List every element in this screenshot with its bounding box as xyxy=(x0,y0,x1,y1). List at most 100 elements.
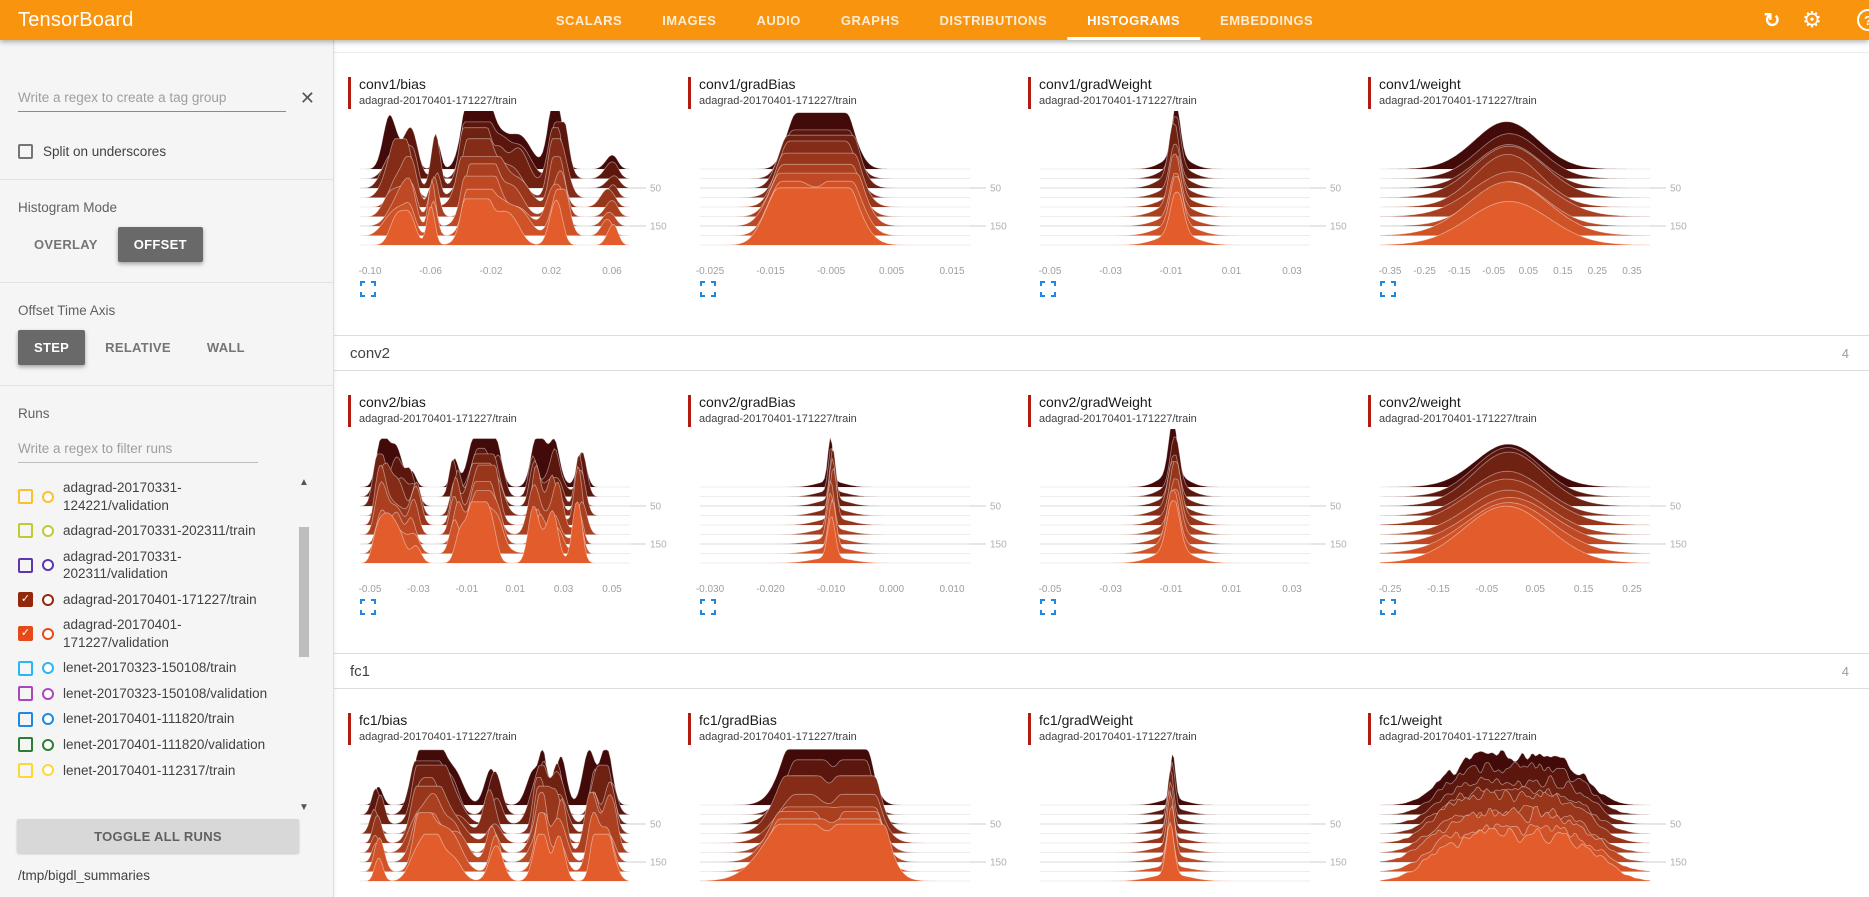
offset-button[interactable]: OFFSET xyxy=(117,227,203,262)
expand-icon[interactable] xyxy=(700,281,1018,299)
runs-filter-input[interactable] xyxy=(18,435,258,463)
svg-text:50: 50 xyxy=(650,820,662,831)
run-checkbox[interactable] xyxy=(18,557,33,573)
svg-text:0.35: 0.35 xyxy=(1622,266,1642,277)
run-item[interactable]: adagrad-20170331-202311/validation xyxy=(18,544,287,587)
svg-text:150: 150 xyxy=(1330,222,1347,233)
run-checkbox[interactable]: ✓ xyxy=(18,592,33,607)
svg-text:-0.03: -0.03 xyxy=(1099,266,1122,277)
run-color-circle[interactable] xyxy=(42,764,54,777)
run-checkbox[interactable]: ✓ xyxy=(18,626,33,642)
svg-text:-0.010: -0.010 xyxy=(817,584,846,595)
run-checkbox[interactable] xyxy=(18,660,33,676)
tab-embeddings[interactable]: EMBEDDINGS xyxy=(1220,12,1314,28)
histogram-chart[interactable]: 50 150 xyxy=(688,747,1018,897)
histogram-chart[interactable]: 50 150 -0.10 -0.06 -0.02 0.02 0.06 xyxy=(348,111,678,279)
relative-button[interactable]: RELATIVE xyxy=(89,330,187,365)
section-header[interactable]: conv2 4 xyxy=(334,335,1869,371)
toggle-all-runs-button[interactable]: TOGGLE ALL RUNS xyxy=(17,819,299,853)
histogram-chart[interactable]: 50 150 xyxy=(1368,747,1698,897)
tab-graphs[interactable]: GRAPHS xyxy=(840,12,900,28)
run-color-circle[interactable] xyxy=(42,713,54,726)
scroll-thumb[interactable] xyxy=(299,527,309,657)
histogram-chart[interactable]: 50 150 -0.030 -0.020 -0.010 0.000 0.010 xyxy=(688,429,1018,597)
histogram-card: fc1/weight adagrad-20170401-171227/train 5… xyxy=(1368,711,1698,897)
tag-filter-input[interactable] xyxy=(18,84,286,112)
wall-button[interactable]: WALL xyxy=(191,330,261,365)
histogram-chart[interactable]: 50 150 -0.05 -0.03 -0.01 0.01 0.03 xyxy=(1028,429,1358,597)
run-color-circle[interactable] xyxy=(42,559,54,572)
run-item[interactable]: ✓ adagrad-20170401-171227/train xyxy=(18,587,287,613)
overlay-button[interactable]: OVERLAY xyxy=(18,227,114,262)
run-item[interactable]: lenet-20170323-150108/train xyxy=(18,655,287,681)
runs-scrollbar[interactable]: ▲ ▼ xyxy=(297,475,311,815)
step-button[interactable]: STEP xyxy=(18,330,86,365)
svg-text:-0.05: -0.05 xyxy=(1475,584,1498,595)
tab-audio[interactable]: AUDIO xyxy=(756,12,801,28)
expand-icon[interactable] xyxy=(1040,281,1358,299)
histogram-chart[interactable]: 50 150 -0.25 -0.15 -0.05 0.05 0.15 0.25 xyxy=(1368,429,1698,597)
run-item[interactable]: lenet-20170401-111820/validation xyxy=(18,732,287,758)
expand-icon[interactable] xyxy=(1040,599,1358,617)
run-checkbox[interactable] xyxy=(18,711,33,727)
run-item[interactable]: lenet-20170401-111820/train xyxy=(18,706,287,732)
run-color-circle[interactable] xyxy=(42,687,54,700)
card-title: fc1/gradWeight xyxy=(1039,712,1133,728)
run-color-circle[interactable] xyxy=(42,627,54,640)
expand-icon[interactable] xyxy=(700,599,1018,617)
run-item[interactable]: adagrad-20170331-124221/validation xyxy=(18,475,287,518)
run-item[interactable]: ✓ adagrad-20170401-171227/validation xyxy=(18,612,287,655)
run-color-circle[interactable] xyxy=(42,490,54,503)
run-color-circle[interactable] xyxy=(42,593,54,606)
histogram-chart[interactable]: 50 150 -0.35 -0.25 -0.15 -0.05 0.05 0.15 0.25 0.3… xyxy=(1368,111,1698,279)
histogram-card: fc1/bias adagrad-20170401-171227/train 50 1… xyxy=(348,711,678,897)
run-color-bar xyxy=(1368,395,1371,427)
histogram-chart[interactable]: 50 150 -0.025 -0.015 -0.005 0.005 0.015 xyxy=(688,111,1018,279)
svg-text:0.01: 0.01 xyxy=(1222,584,1242,595)
expand-icon[interactable] xyxy=(1380,599,1698,617)
run-checkbox[interactable] xyxy=(18,489,33,505)
scroll-up-icon[interactable]: ▲ xyxy=(299,477,309,488)
section-name: conv2 xyxy=(350,344,391,362)
svg-text:150: 150 xyxy=(990,858,1007,869)
run-checkbox[interactable] xyxy=(18,686,33,702)
run-item[interactable]: lenet-20170323-150108/validation xyxy=(18,681,287,707)
settings-icon[interactable]: ⚙ xyxy=(1802,7,1822,32)
run-item[interactable]: lenet-20170401-112317/train xyxy=(18,758,287,784)
card-title: conv2/gradWeight xyxy=(1039,394,1152,410)
split-underscores-option[interactable]: Split on underscores xyxy=(18,144,315,159)
run-label: adagrad-20170401-171227/validation xyxy=(63,617,182,650)
section-header[interactable]: fc1 4 xyxy=(334,653,1869,689)
help-icon[interactable]: ? xyxy=(1835,3,1869,37)
scroll-down-icon[interactable]: ▼ xyxy=(299,802,309,813)
refresh-icon[interactable]: ↻ xyxy=(1763,9,1781,32)
histogram-chart[interactable]: 50 150 xyxy=(348,747,678,897)
svg-text:-0.15: -0.15 xyxy=(1427,584,1450,595)
expand-icon[interactable] xyxy=(1380,281,1698,299)
svg-text:-0.15: -0.15 xyxy=(1448,266,1471,277)
run-color-bar xyxy=(1368,77,1371,109)
card-title: fc1/bias xyxy=(359,712,408,728)
tab-images[interactable]: IMAGES xyxy=(662,12,717,28)
expand-icon[interactable] xyxy=(360,599,678,617)
histogram-chart[interactable]: 50 150 -0.05 -0.03 -0.01 0.01 0.03 0.05 xyxy=(348,429,678,597)
svg-text:0.05: 0.05 xyxy=(602,584,622,595)
histogram-chart[interactable]: 50 150 -0.05 -0.03 -0.01 0.01 0.03 xyxy=(1028,111,1358,279)
clear-filter-icon[interactable]: ✕ xyxy=(299,88,315,108)
run-item[interactable]: adagrad-20170331-202311/train xyxy=(18,518,287,544)
svg-text:50: 50 xyxy=(650,502,662,513)
run-checkbox[interactable] xyxy=(18,523,33,539)
run-color-circle[interactable] xyxy=(42,524,54,537)
card-run-name: adagrad-20170401-171227/train xyxy=(1039,95,1197,107)
card-title: conv1/bias xyxy=(359,76,426,92)
tab-distributions[interactable]: DISTRIBUTIONS xyxy=(939,12,1048,28)
split-underscores-checkbox[interactable] xyxy=(18,144,33,159)
run-checkbox[interactable] xyxy=(18,762,33,778)
expand-icon[interactable] xyxy=(360,281,678,299)
tab-scalars[interactable]: SCALARS xyxy=(555,12,623,28)
run-checkbox[interactable] xyxy=(18,737,33,753)
run-color-circle[interactable] xyxy=(42,662,54,675)
tab-histograms[interactable]: HISTOGRAMS xyxy=(1067,0,1201,40)
run-color-circle[interactable] xyxy=(42,738,54,751)
histogram-chart[interactable]: 50 150 xyxy=(1028,747,1358,897)
